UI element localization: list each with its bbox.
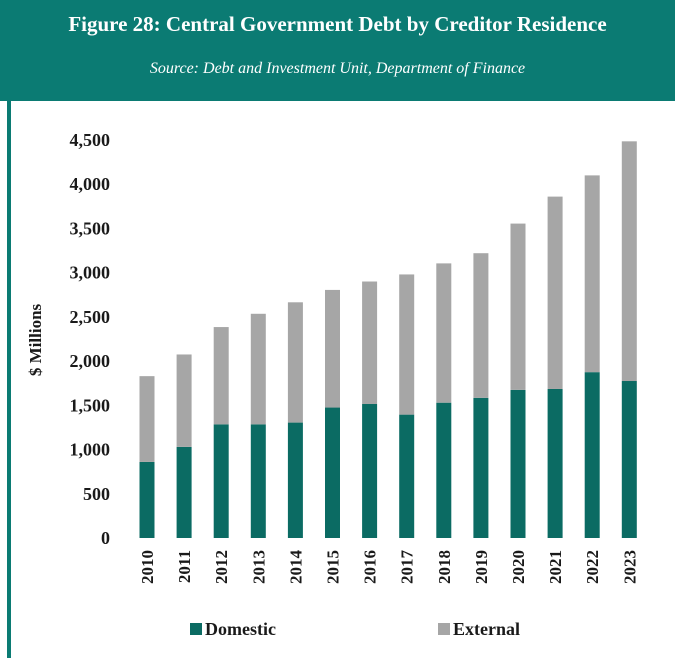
figure-header: Figure 28: Central Government Debt by Cr… — [0, 0, 675, 101]
y-tick-label: 4,000 — [70, 174, 111, 194]
bar-domestic-2013 — [250, 424, 266, 538]
x-tick-label: 2019 — [472, 550, 491, 584]
bar-domestic-2021 — [547, 388, 563, 538]
bar-external-2019 — [473, 253, 489, 398]
figure-title: Figure 28: Central Government Debt by Cr… — [68, 12, 607, 36]
bar-domestic-2011 — [176, 446, 192, 538]
bars — [139, 141, 637, 538]
y-tick-label: 4,500 — [70, 130, 111, 150]
legend-label-external: External — [453, 619, 520, 639]
y-axis-ticks: 0 500 1,000 1,500 2,000 2,500 3,000 3,500 4,000 4… — [70, 130, 111, 548]
x-tick-label: 2012 — [212, 550, 231, 584]
bar-domestic-2020 — [510, 389, 526, 538]
bar-domestic-2019 — [473, 397, 489, 538]
bar-domestic-2017 — [399, 414, 415, 538]
y-tick-label: 0 — [101, 528, 110, 548]
y-tick-label: 1,000 — [70, 440, 111, 460]
bar-domestic-2015 — [325, 407, 340, 538]
y-tick-label: 2,500 — [70, 307, 111, 327]
bar-domestic-2016 — [362, 404, 378, 538]
x-tick-label: 2011 — [175, 550, 194, 583]
bar-domestic-2014 — [287, 422, 303, 538]
bar-domestic-2012 — [213, 424, 229, 538]
bar-external-2016 — [362, 281, 378, 405]
figure-source: Source: Debt and Investment Unit, Depart… — [149, 60, 526, 77]
bar-external-2020 — [510, 223, 526, 390]
x-tick-label: 2020 — [509, 550, 528, 584]
x-tick-label: 2010 — [138, 550, 157, 584]
bar-domestic-2023 — [621, 381, 637, 538]
x-tick-label: 2016 — [361, 550, 380, 584]
bar-external-2010 — [139, 376, 155, 462]
legend-swatch-external — [438, 623, 450, 635]
x-tick-label: 2017 — [398, 550, 417, 585]
x-tick-label: 2022 — [583, 550, 602, 584]
bar-domestic-2018 — [436, 402, 452, 538]
y-axis-label: $ Millions — [26, 303, 45, 376]
x-tick-label: 2023 — [620, 550, 639, 584]
bar-external-2017 — [399, 274, 415, 415]
x-tick-label: 2015 — [324, 550, 343, 584]
y-tick-label: 3,000 — [70, 263, 111, 283]
bar-external-2011 — [176, 354, 192, 447]
bar-external-2023 — [621, 141, 637, 382]
x-axis-ticks: 2010 2011 2012 2013 2014 2015 2016 2017 2018 2019… — [138, 550, 639, 585]
x-tick-label: 2013 — [249, 550, 268, 584]
legend-swatch-domestic — [190, 623, 202, 635]
x-tick-label: 2018 — [435, 550, 454, 584]
legend-label-domestic: Domestic — [205, 619, 276, 639]
bar-external-2013 — [250, 313, 266, 425]
y-tick-label: 1,500 — [70, 395, 111, 415]
legend: Domestic External — [190, 619, 520, 639]
bar-external-2015 — [325, 289, 340, 408]
accent-bar — [7, 101, 11, 658]
y-tick-label: 500 — [83, 484, 110, 504]
y-tick-label: 2,000 — [70, 351, 111, 371]
x-tick-label: 2021 — [546, 550, 565, 584]
bar-external-2021 — [547, 196, 563, 389]
bar-external-2012 — [213, 327, 229, 425]
bar-external-2014 — [287, 302, 303, 423]
bar-domestic-2022 — [584, 372, 600, 538]
bar-external-2018 — [436, 263, 452, 403]
y-tick-label: 3,500 — [70, 218, 111, 238]
bar-domestic-2010 — [139, 461, 155, 538]
bar-external-2022 — [584, 175, 600, 373]
x-tick-label: 2014 — [286, 550, 305, 585]
